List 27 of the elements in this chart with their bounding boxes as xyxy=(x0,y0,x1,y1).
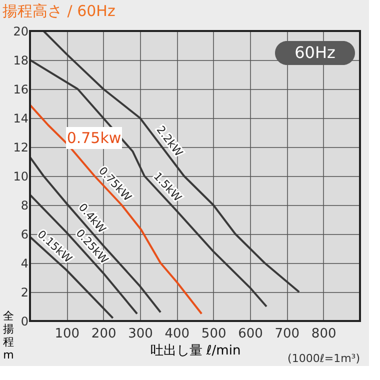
y-tick-label: 10 xyxy=(13,170,28,184)
y-tick-label: 4 xyxy=(20,256,28,270)
x-tick-label: 100 xyxy=(54,326,80,342)
x-tick-label: 200 xyxy=(91,326,116,342)
y-axis-title: 全揚程m xyxy=(3,310,14,362)
x-tick-label: 600 xyxy=(238,326,263,342)
x-tick-label: 700 xyxy=(274,326,300,342)
line-series xyxy=(30,104,203,315)
y-tick-label: 12 xyxy=(13,140,28,154)
x-tick-label: 300 xyxy=(128,326,153,342)
annotation: 0.75kw xyxy=(66,129,122,147)
y-tick-label: 8 xyxy=(20,198,28,212)
annotation: 60Hz xyxy=(294,43,336,62)
y-tick-label: 0 xyxy=(20,314,28,328)
y-tick-label: 6 xyxy=(20,228,28,242)
x-tick-label: 500 xyxy=(201,326,226,342)
line-series xyxy=(30,59,268,308)
y-tick-label: 20 xyxy=(13,24,28,38)
y-tick-label: 18 xyxy=(13,54,28,68)
x-axis-title: 吐出し量 ℓ/min xyxy=(150,344,241,358)
y-tick-label: 14 xyxy=(13,112,28,126)
y-tick-label: 16 xyxy=(13,82,28,96)
text: (1000ℓ=1m³) xyxy=(288,352,360,365)
y-tick-label: 2 xyxy=(20,286,28,300)
x-tick-label: 800 xyxy=(311,326,336,342)
x-tick-label: 400 xyxy=(164,326,190,342)
chart-title: 揚程高さ / 60Hz xyxy=(2,2,116,20)
